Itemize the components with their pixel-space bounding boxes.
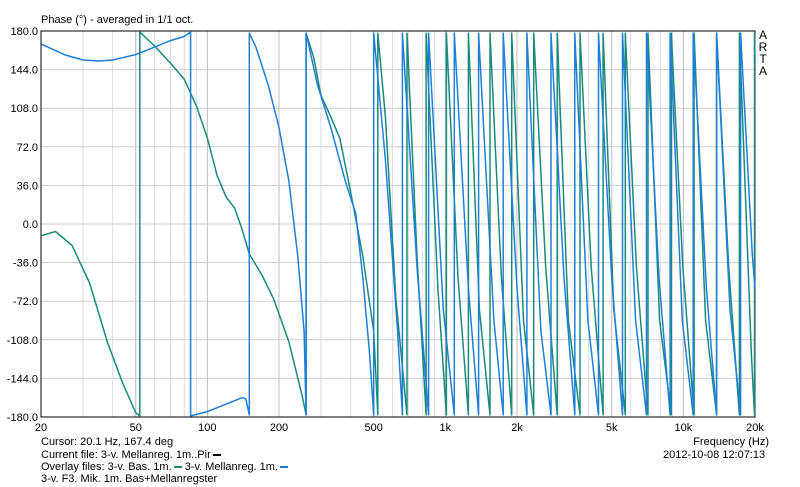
watermark-letter: A <box>759 28 767 42</box>
y-tick-label: 144.0 <box>10 65 38 77</box>
x-tick-label: 2k <box>511 422 523 434</box>
x-tick-label: 1k <box>440 422 452 434</box>
cursor-readout: Cursor: 20.1 Hz, 167.4 deg <box>41 436 174 448</box>
y-tick-label: 72.0 <box>17 142 38 154</box>
x-tick-label: 200 <box>270 422 288 434</box>
x-tick-label: 20 <box>35 422 47 434</box>
y-tick-label: 108.0 <box>10 103 38 115</box>
x-tick-label: 500 <box>365 422 383 434</box>
current-file-text: Current file: 3-v. Mellanreg. 1m..Pir <box>41 449 211 461</box>
y-tick-label: -144.0 <box>7 373 38 385</box>
y-tick-label: -108.0 <box>7 335 38 347</box>
x-tick-label: 10k <box>674 422 692 434</box>
watermark-letter: A <box>759 64 767 78</box>
x-tick-label: 100 <box>198 422 216 434</box>
y-tick-label: 180.0 <box>10 26 38 38</box>
y-axis-ticks: 180.0 144.0 108.0 72.0 36.0 0.0 -36.0 -72.0 -108… <box>7 26 38 424</box>
series-group <box>40 31 756 417</box>
chart-title: Phase (°) - averaged in 1/1 oct. <box>41 14 193 26</box>
current-file-line: Current file: 3-v. Mellanreg. 1m..Pir <box>41 449 221 461</box>
x-tick-label: 20k <box>746 422 764 434</box>
y-tick-label: 36.0 <box>17 180 38 192</box>
overlay-label: Overlay files: <box>41 461 105 473</box>
overlay-1-swatch <box>173 466 182 469</box>
y-tick-label: 0.0 <box>23 219 38 231</box>
overlay-3-line: 3-v. F3. Mik. 1m. Bas+Mellanregster <box>41 473 218 485</box>
series-line-2 <box>40 31 756 417</box>
y-tick-label: -180.0 <box>7 412 38 424</box>
x-axis-label: Frequency (Hz) <box>693 436 769 448</box>
watermark-letter: T <box>759 52 767 66</box>
overlay-files-line: Overlay files: 3-v. Bas. 1m. 3-v. Mellan… <box>41 461 289 473</box>
y-tick-label: -36.0 <box>13 258 38 270</box>
watermark-letter: R <box>759 40 768 54</box>
overlay-2-swatch <box>280 466 289 469</box>
overlay-2-name: 3-v. Mellanreg. 1m. <box>184 461 279 473</box>
y-tick-label: -72.0 <box>13 296 38 308</box>
overlay-1-name: 3-v. Bas. 1m. <box>107 461 172 473</box>
x-tick-label: 5k <box>606 422 618 434</box>
current-file-swatch <box>212 454 221 457</box>
x-tick-label: 50 <box>130 422 142 434</box>
timestamp: 2012-10-08 12:07:13 <box>663 449 766 461</box>
x-axis-ticks: 20 50 100 200 500 1k 2k 5k 10k 20k <box>35 422 764 434</box>
